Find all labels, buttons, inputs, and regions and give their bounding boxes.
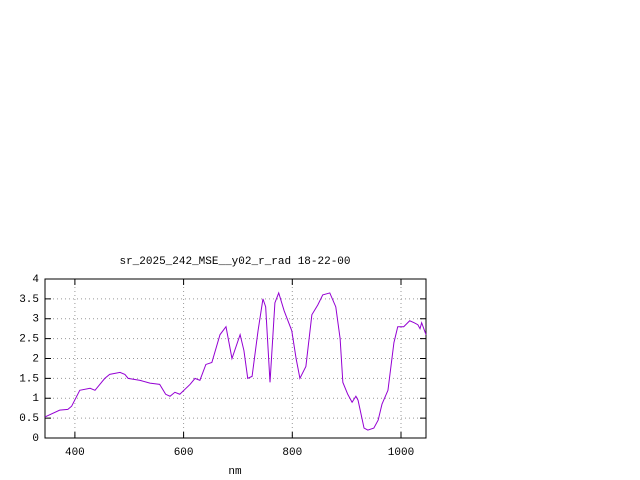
x-tick-label: 400 bbox=[65, 447, 85, 459]
y-tick-label: 1.5 bbox=[19, 373, 39, 385]
x-tick-label: 1000 bbox=[388, 447, 414, 459]
x-tick-label: 800 bbox=[282, 447, 302, 459]
data-line bbox=[44, 291, 427, 431]
chart-title: sr_2025_242_MSE__y02_r_rad 18-22-00 bbox=[119, 256, 350, 268]
y-tick-label: 0 bbox=[32, 433, 39, 445]
y-tick-label: 4 bbox=[32, 274, 39, 286]
y-tick-label: 2 bbox=[32, 353, 39, 365]
x-tick-label: 600 bbox=[174, 447, 194, 459]
y-tick-label: 3 bbox=[32, 314, 39, 326]
y-tick-label: 0.5 bbox=[19, 413, 39, 425]
x-axis-label: nm bbox=[228, 466, 242, 478]
y-tick-label: 2.5 bbox=[19, 334, 39, 346]
plot-border bbox=[44, 278, 427, 439]
y-tick-label: 3.5 bbox=[19, 294, 39, 306]
y-tick-label: 1 bbox=[32, 393, 39, 405]
